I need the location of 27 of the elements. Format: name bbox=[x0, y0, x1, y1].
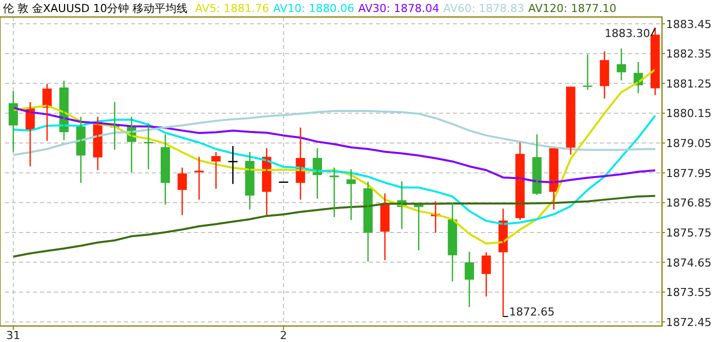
y-tick-label: 1881.25 bbox=[666, 77, 712, 90]
x-tick-label: 2 bbox=[280, 329, 288, 342]
y-tick-label: 1876.85 bbox=[666, 196, 712, 210]
text: AV10: 1880.06 bbox=[273, 2, 354, 15]
candlestick bbox=[144, 122, 154, 170]
y-tick-label: 1874.65 bbox=[666, 256, 712, 270]
y-tick-label: 1879.05 bbox=[666, 137, 712, 150]
y-tick-label: 1875.75 bbox=[666, 226, 712, 240]
text: AV5: 1881.76 bbox=[195, 2, 270, 15]
y-tick-label: 1880.15 bbox=[666, 107, 712, 120]
candlestick bbox=[194, 156, 204, 200]
candlestick bbox=[582, 54, 592, 91]
text: AV30: 1878.04 bbox=[358, 2, 440, 15]
line-series bbox=[12, 194, 656, 258]
candlestick bbox=[616, 48, 626, 82]
y-tick-label: 1882.35 bbox=[666, 48, 712, 61]
text: AV120: 1877.10 bbox=[528, 2, 616, 15]
x-tick-label: 31 bbox=[6, 329, 20, 342]
chart-title: 伦 敦 金XAUUSD 10分钟 移动平均线 bbox=[3, 2, 192, 15]
y-tick-label: 1877.95 bbox=[666, 166, 712, 180]
y-tick-label: 1883.45 bbox=[666, 18, 712, 31]
annotation: 1872.65 bbox=[509, 306, 555, 319]
annotation: 1883.30 bbox=[604, 26, 650, 40]
line-series bbox=[12, 110, 656, 156]
text: AV60: 1878.83 bbox=[443, 2, 524, 15]
y-tick-label: 1872.45 bbox=[666, 316, 712, 329]
y-tick-label: 1873.55 bbox=[666, 286, 712, 300]
